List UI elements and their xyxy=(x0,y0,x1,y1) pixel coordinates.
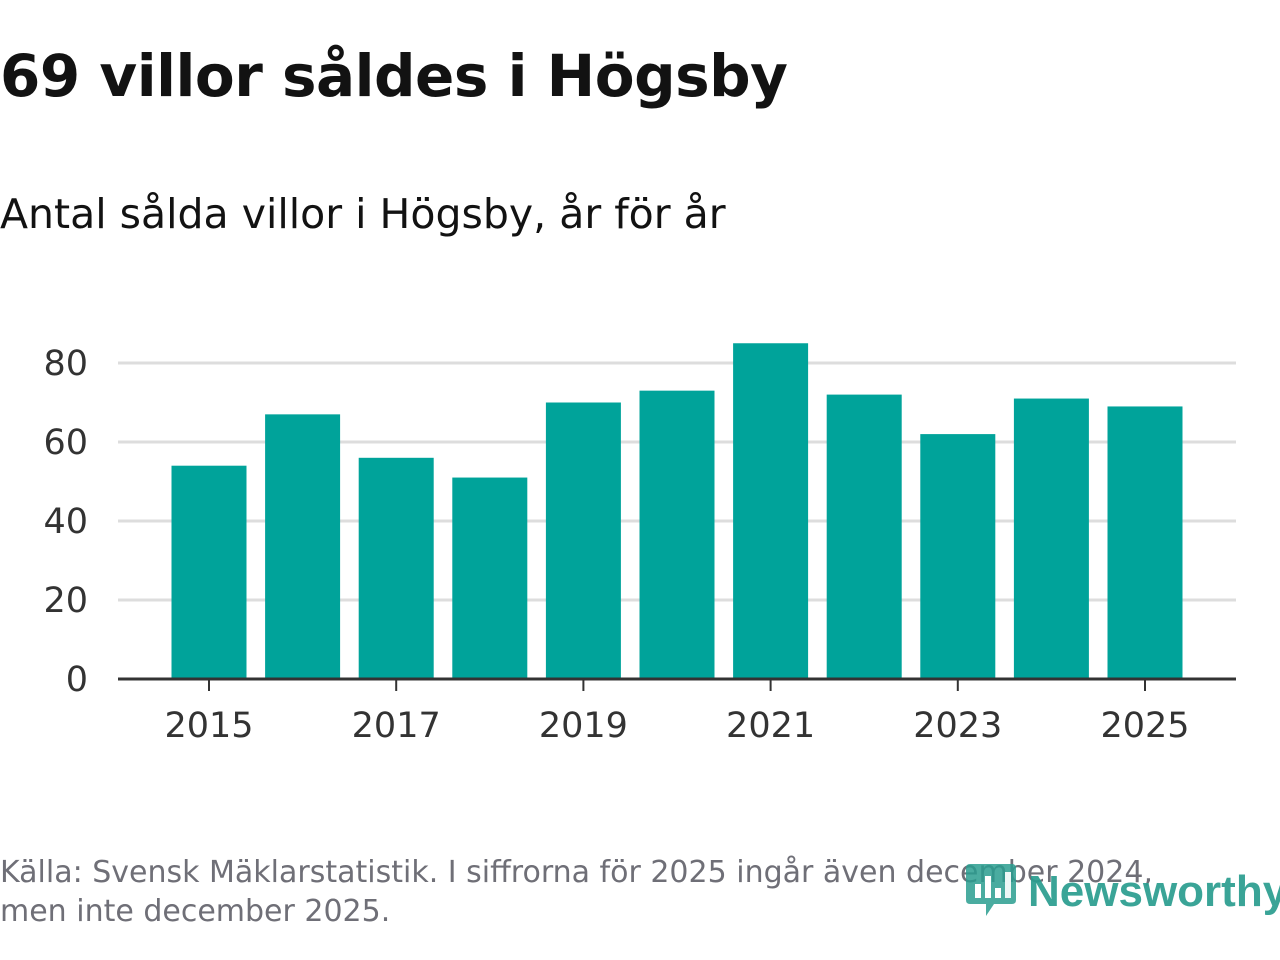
source-footnote: Källa: Svensk Mäklarstatistik. I siffror… xyxy=(0,853,1220,931)
bars xyxy=(171,343,1183,679)
bar-2022 xyxy=(826,394,902,679)
bar-2023 xyxy=(920,434,996,679)
bar-2025 xyxy=(1107,406,1183,679)
y-tick-label: 40 xyxy=(43,502,88,542)
x-tick-label: 2015 xyxy=(164,706,253,746)
logo-text: Newsworthy xyxy=(1028,867,1280,916)
y-tick-label: 0 xyxy=(66,660,88,700)
bar-2015 xyxy=(171,465,247,679)
footnote-line-1: Källa: Svensk Mäklarstatistik. I siffror… xyxy=(0,855,1153,890)
x-tick-label: 2017 xyxy=(352,706,441,746)
footnote-line-2: men inte december 2025. xyxy=(0,894,391,929)
chart-title: 69 villor såldes i Högsby xyxy=(0,42,788,110)
y-axis: 0 20 40 60 80 xyxy=(43,344,88,700)
bar-2024 xyxy=(1013,398,1089,679)
bar-2017 xyxy=(358,457,434,679)
x-tick-label: 2021 xyxy=(726,706,815,746)
bar-2020 xyxy=(639,390,715,679)
newsworthy-logo: Newsworthy xyxy=(964,860,1280,924)
bar-2021 xyxy=(733,343,809,679)
x-axis: 2015 2017 2019 2021 2023 2025 xyxy=(118,677,1236,746)
bar-chart: 0 20 40 60 80 2015 2017 2019 2021 2023 2025 xyxy=(43,343,1236,746)
bar-2019 xyxy=(545,402,621,679)
y-tick-label: 80 xyxy=(43,344,88,384)
x-tick-label: 2025 xyxy=(1100,706,1189,746)
newsworthy-chart-icon xyxy=(966,864,1016,916)
y-tick-label: 20 xyxy=(43,581,88,621)
bar-2016 xyxy=(265,414,341,679)
x-tick-label: 2023 xyxy=(913,706,1002,746)
y-tick-label: 60 xyxy=(43,423,88,463)
x-tick-label: 2019 xyxy=(539,706,628,746)
chart-subtitle: Antal sålda villor i Högsby, år för år xyxy=(0,190,726,238)
bar-2018 xyxy=(452,477,528,679)
